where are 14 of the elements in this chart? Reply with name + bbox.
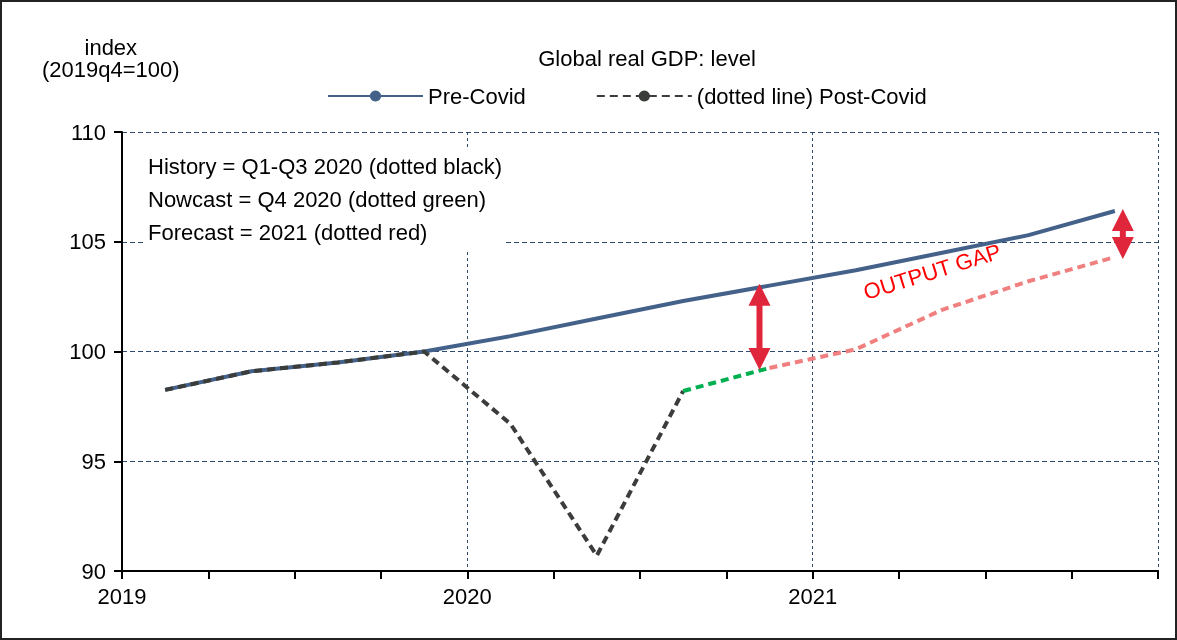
y-tick-label: 105 (69, 229, 106, 255)
y-tick-label: 100 (69, 339, 106, 364)
y-tick-label: 110 (70, 119, 106, 145)
x-tick-label: 2019 (97, 583, 147, 609)
annotation: History = Q1-Q3 2020 (dotted black) Nowcast = Q4 2020 (dotted green) Forecast = 2021 (dotted red) (148, 154, 502, 245)
x-tick-label: 2020 (442, 583, 492, 609)
line-series (163, 349, 686, 558)
y-axis-title: index (2019q4=100) (42, 34, 180, 82)
legend-label: Pre-Covid (428, 83, 526, 109)
legend-label: (dotted line) Post-Covid (696, 83, 927, 109)
chart-title: Global real GDP: level (538, 45, 756, 71)
x-tick-label: 2021 (788, 583, 838, 609)
y-tick-label: 90 (81, 558, 106, 584)
y-tick-label: 95 (81, 448, 106, 474)
